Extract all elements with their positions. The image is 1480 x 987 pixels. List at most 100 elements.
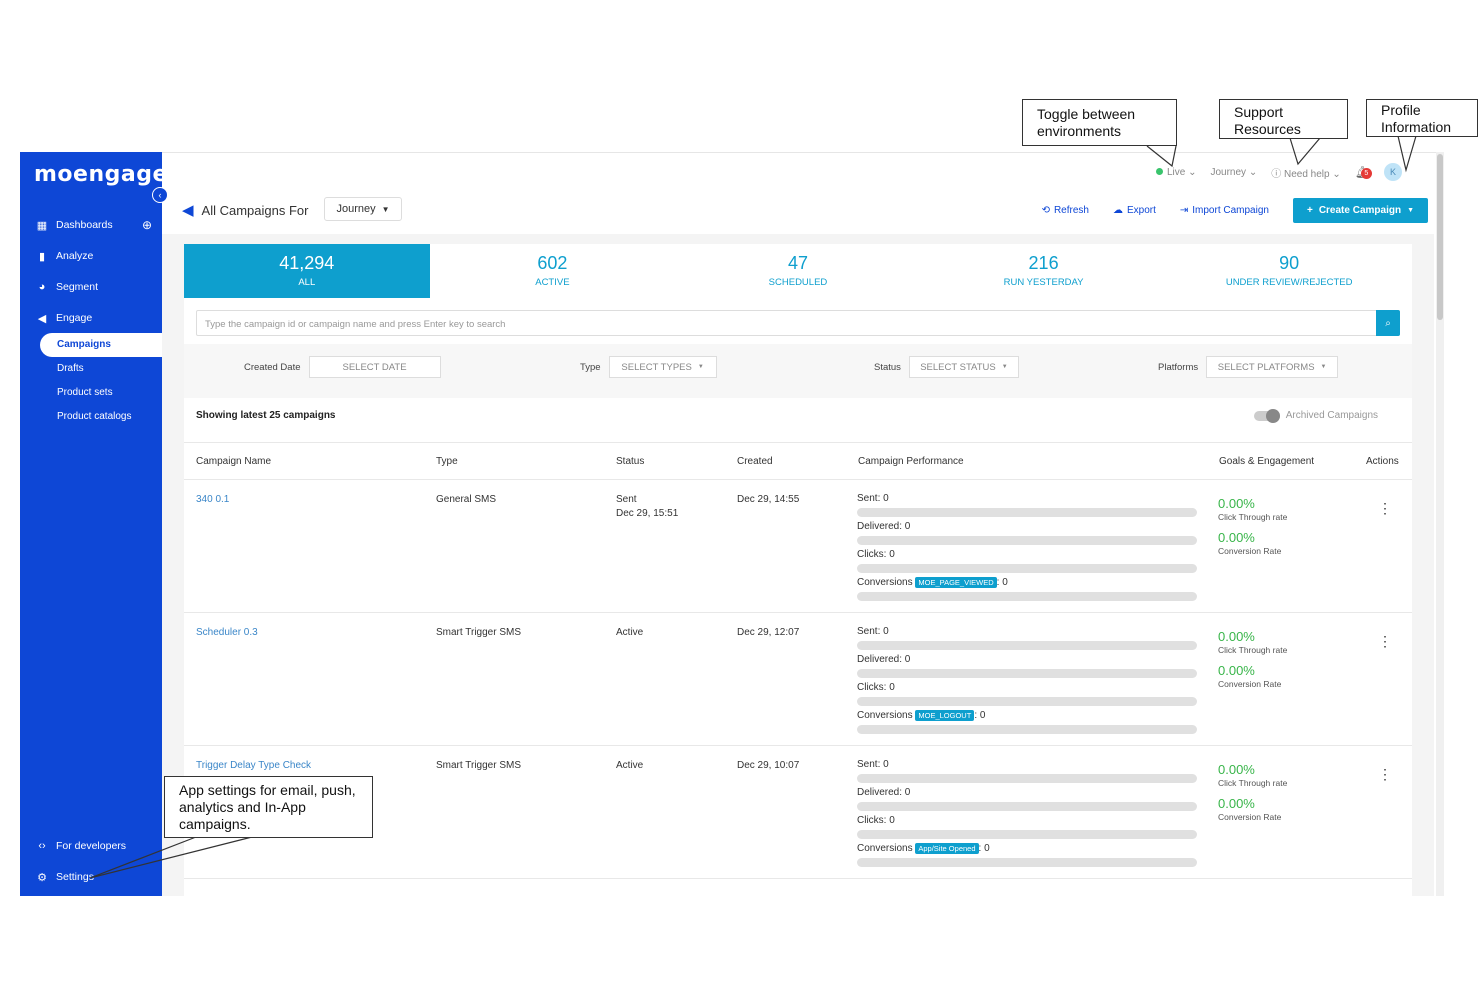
- sidebar: moengage ‹ ▦ Dashboards ⊕ ▮ Analyze ◕ Se…: [20, 152, 168, 896]
- campaign-name-link[interactable]: Scheduler 0.3: [196, 627, 258, 638]
- notification-badge: 5: [1360, 168, 1372, 179]
- stat-tab-run-yesterday[interactable]: 216 RUN YESTERDAY: [921, 244, 1167, 298]
- sidebar-item-dashboards[interactable]: ▦ Dashboards: [36, 217, 113, 233]
- goals-engagement: 0.00% Click Through rate 0.00% Conversio…: [1218, 762, 1287, 830]
- import-label: Import Campaign: [1192, 205, 1269, 216]
- callout-app-settings: App settings for email, push, analytics …: [164, 776, 373, 838]
- collapse-sidebar-button[interactable]: ‹: [152, 187, 168, 203]
- sidebar-subitem-campaigns[interactable]: Campaigns: [40, 333, 162, 357]
- sidebar-item-segment[interactable]: ◕ Segment: [36, 279, 98, 295]
- stat-tab-active[interactable]: 602 ACTIVE: [430, 244, 676, 298]
- row-actions-kebab-icon[interactable]: ⋮: [1378, 766, 1392, 782]
- page-scrollbar[interactable]: [1436, 152, 1444, 896]
- conversions-metric: Conversions App/Site Opened: 0: [857, 843, 1197, 858]
- sidebar-subitem-product-catalogs[interactable]: Product catalogs: [57, 411, 132, 422]
- add-dashboard-icon[interactable]: ⊕: [142, 218, 153, 232]
- moengage-logo: moengage: [34, 162, 168, 187]
- delivered-bar: [857, 802, 1197, 811]
- campaign-performance: Sent: 0 Delivered: 0 Clicks: 0 Conversio…: [857, 626, 1197, 738]
- create-label: Create Campaign: [1318, 205, 1402, 216]
- create-campaign-button[interactable]: + Create Campaign ▼: [1292, 198, 1428, 223]
- campaign-name-link[interactable]: Trigger Delay Type Check: [196, 760, 312, 771]
- environment-toggle[interactable]: Live ⌄: [1155, 167, 1196, 178]
- refresh-button[interactable]: ⟲ Refresh: [1042, 205, 1089, 216]
- topbar-controls: Live ⌄ Journey ⌄ ⓘ Need help ⌄ 🔔︎5 K: [1155, 163, 1402, 181]
- sidebar-subitem-drafts[interactable]: Drafts: [57, 363, 84, 374]
- filter-label: Platforms: [1158, 361, 1199, 373]
- filters-bar: Created Date SELECT DATE Type SELECT TYP…: [184, 344, 1412, 398]
- stat-value: 602: [537, 253, 568, 273]
- campaign-performance: Sent: 0 Delivered: 0 Clicks: 0 Conversio…: [857, 759, 1197, 871]
- export-label: Export: [1126, 205, 1156, 216]
- plus-icon: +: [1306, 205, 1313, 216]
- callout-profile-information: Profile Information: [1366, 99, 1478, 137]
- stat-tab-under-review[interactable]: 90 UNDER REVIEW/REJECTED: [1166, 244, 1412, 298]
- cvr-value: 0.00%: [1218, 663, 1255, 678]
- goals-engagement: 0.00% Click Through rate 0.00% Conversio…: [1218, 496, 1287, 564]
- export-button[interactable]: ☁ Export: [1113, 205, 1156, 216]
- type-select[interactable]: SELECT TYPES ▼: [608, 356, 717, 378]
- campaign-status: Active: [616, 627, 644, 638]
- stat-label: UNDER REVIEW/REJECTED: [1225, 277, 1353, 288]
- column-header: Goals & Engagement: [1219, 456, 1315, 467]
- journey-select[interactable]: Journey ▼: [324, 197, 402, 221]
- table-row: Scheduler 0.3 Smart Trigger SMS Active D…: [184, 613, 1412, 746]
- row-actions-kebab-icon[interactable]: ⋮: [1378, 500, 1392, 516]
- goals-engagement: 0.00% Click Through rate 0.00% Conversio…: [1218, 629, 1287, 697]
- row-actions-kebab-icon[interactable]: ⋮: [1378, 633, 1392, 649]
- status-text: Sent: [616, 494, 637, 505]
- column-header: Actions: [1366, 456, 1399, 467]
- search-icon: ⌕: [1385, 317, 1391, 329]
- stat-tab-all[interactable]: 41,294 ALL: [184, 244, 430, 298]
- sidebar-subitem-product-sets[interactable]: Product sets: [57, 387, 113, 398]
- conversions-metric: Conversions MOE_PAGE_VIEWED: 0: [857, 577, 1197, 592]
- archived-campaigns-toggle[interactable]: Archived Campaigns: [1253, 408, 1378, 423]
- main-content: 41,294 ALL 602 ACTIVE 47 SCHEDULED 216 R…: [162, 234, 1434, 896]
- created-date-filter: Created Date SELECT DATE: [244, 356, 441, 378]
- campaign-created: Dec 29, 12:07: [737, 627, 800, 638]
- campaign-created: Dec 29, 14:55: [737, 494, 800, 505]
- campaign-performance: Sent: 0 Delivered: 0 Clicks: 0 Conversio…: [857, 493, 1197, 605]
- created-date-picker[interactable]: SELECT DATE: [308, 356, 441, 378]
- column-header: Status: [616, 456, 645, 467]
- conversion-event-tag: MOE_LOGOUT: [915, 710, 975, 721]
- platforms-select[interactable]: SELECT PLATFORMS ▼: [1206, 356, 1339, 378]
- sidebar-item-label: Segment: [56, 281, 99, 293]
- notifications-button[interactable]: 🔔︎5: [1355, 165, 1372, 179]
- search-input[interactable]: Type the campaign id or campaign name an…: [196, 310, 1400, 336]
- product-switcher[interactable]: Journey ⌄: [1210, 166, 1258, 178]
- delivered-bar: [857, 536, 1197, 545]
- delivered-metric: Delivered: 0: [857, 654, 911, 665]
- search-button[interactable]: ⌕: [1376, 310, 1400, 336]
- ctr-value: 0.00%: [1218, 629, 1255, 644]
- stat-value: 90: [1279, 253, 1300, 273]
- journey-select-value: Journey: [336, 203, 376, 215]
- sidebar-item-label: For developers: [56, 840, 127, 852]
- need-help-menu[interactable]: ⓘ Need help ⌄: [1271, 168, 1341, 180]
- cvr-label: Conversion Rate: [1218, 812, 1282, 822]
- status-date: Dec 29, 15:51: [616, 508, 679, 519]
- sidebar-item-for-developers[interactable]: ‹› For developers: [36, 838, 126, 854]
- gear-icon: ⚙: [37, 871, 47, 884]
- status-filter: Status SELECT STATUS ▼: [874, 356, 1019, 378]
- ctr-value: 0.00%: [1218, 762, 1255, 777]
- sidebar-item-label: Engage: [56, 312, 93, 324]
- status-select[interactable]: SELECT STATUS ▼: [908, 356, 1019, 378]
- caret-down-icon: ▼: [1320, 364, 1327, 370]
- conversions-label: Conversions: [857, 843, 913, 855]
- search-placeholder: Type the campaign id or campaign name an…: [205, 319, 506, 330]
- product-label: Journey: [1210, 166, 1247, 178]
- caret-down-icon: ▼: [697, 364, 704, 370]
- clicks-metric: Clicks: 0: [857, 815, 895, 826]
- sidebar-item-label: Dashboards: [56, 219, 113, 231]
- scrollbar-thumb[interactable]: [1437, 154, 1443, 320]
- sidebar-item-analyze[interactable]: ▮ Analyze: [36, 248, 93, 264]
- campaign-name-link[interactable]: 340 0.1: [196, 494, 230, 505]
- stat-tab-scheduled[interactable]: 47 SCHEDULED: [675, 244, 921, 298]
- profile-avatar[interactable]: K: [1384, 163, 1402, 181]
- toggle-switch[interactable]: [1253, 408, 1280, 423]
- import-campaign-button[interactable]: ⇥ Import Campaign: [1180, 205, 1269, 216]
- bar-chart-icon: ▮: [38, 250, 46, 263]
- sidebar-item-settings[interactable]: ⚙ Settings: [36, 869, 94, 885]
- sidebar-item-engage[interactable]: ◀ Engage: [36, 310, 92, 326]
